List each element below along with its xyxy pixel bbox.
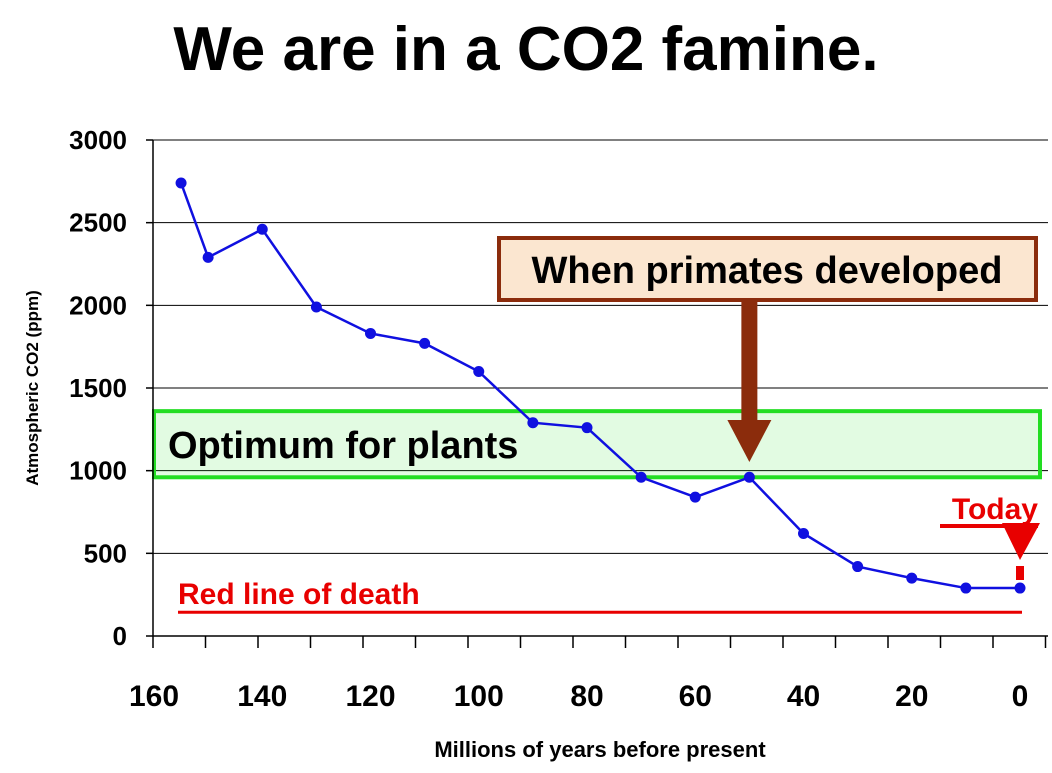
data-point [365, 327, 376, 339]
data-point [256, 223, 268, 235]
data-point [689, 491, 701, 503]
primates-label: When primates developed [532, 250, 1003, 292]
y-tick-label: 2500 [69, 208, 127, 238]
optimum-band [152, 409, 1042, 480]
y-tick-label: 500 [84, 538, 127, 568]
y-tick-label: 1500 [69, 373, 127, 403]
data-point [635, 471, 647, 483]
x-axis-label: Millions of years before present [434, 737, 766, 762]
x-tick-label: 160 [129, 680, 179, 713]
x-tick-label: 80 [570, 680, 603, 713]
data-point [852, 561, 864, 573]
today-arrow-head [1002, 523, 1040, 560]
chart-title: We are in a CO2 famine. [173, 15, 878, 84]
x-tick-label: 140 [237, 680, 287, 713]
today-arrow-tail [1016, 566, 1024, 580]
data-point [527, 417, 539, 429]
data-point [960, 582, 972, 594]
data-point [743, 471, 755, 483]
data-point [175, 177, 187, 189]
primates-label-box [497, 236, 1038, 302]
data-point [798, 527, 809, 539]
y-tick-label: 3000 [69, 125, 127, 155]
data-point [419, 337, 431, 349]
x-tick-label: 20 [895, 680, 928, 713]
death-label: Red line of death [178, 578, 420, 611]
y-tick-label: 1000 [69, 456, 127, 486]
data-point [202, 251, 214, 263]
data-point [1014, 582, 1026, 594]
data-point [310, 301, 322, 313]
x-tick-label: 100 [454, 680, 504, 713]
x-tick-label: 120 [345, 680, 395, 713]
data-point [581, 422, 593, 434]
data-point [906, 572, 918, 584]
primates-arrow-head [727, 420, 772, 462]
x-tick-label: 40 [787, 680, 820, 713]
data-point [473, 365, 485, 377]
primates-arrow-shaft [741, 300, 758, 422]
y-tick-label: 0 [113, 621, 127, 651]
y-tick-label: 2000 [69, 290, 127, 320]
y-axis-label: Atmospheric CO2 (ppm) [23, 290, 42, 486]
x-tick-label: 0 [1012, 680, 1029, 713]
x-tick-label: 60 [679, 680, 712, 713]
optimum-label: Optimum for plants [168, 425, 518, 467]
today-label: Today [952, 493, 1038, 526]
